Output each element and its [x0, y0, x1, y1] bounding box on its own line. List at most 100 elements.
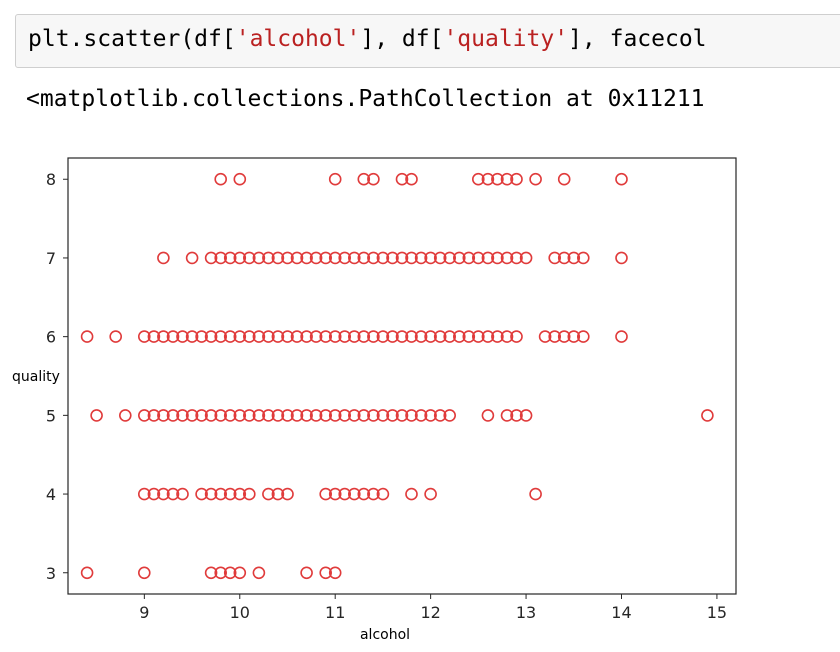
data-point [529, 487, 542, 501]
data-point [538, 330, 552, 343]
y-axis-label: quality [12, 369, 60, 385]
data-point [309, 409, 323, 422]
data-point [405, 409, 418, 422]
data-point [491, 251, 504, 265]
data-point [347, 330, 361, 343]
data-point [271, 409, 285, 422]
data-point [491, 172, 504, 186]
data-point [309, 251, 323, 265]
data-point [376, 409, 390, 422]
data-point [510, 409, 523, 422]
y-tick-label: 3 [46, 564, 56, 583]
cell-output-text: <matplotlib.collections.PathCollection a… [26, 86, 705, 112]
data-point [471, 172, 485, 186]
x-tick-label: 10 [230, 603, 250, 622]
data-point [185, 409, 199, 422]
y-tick-label: 7 [46, 249, 56, 268]
data-point [328, 251, 342, 265]
data-point [395, 251, 409, 265]
data-point [424, 251, 437, 265]
data-point [462, 330, 476, 343]
data-point [367, 172, 380, 186]
data-point [243, 251, 256, 265]
data-point [185, 251, 199, 265]
x-tick-label: 11 [325, 603, 345, 622]
data-point [500, 330, 514, 343]
data-point [367, 487, 380, 501]
data-point [176, 487, 189, 501]
data-point [405, 172, 418, 186]
data-point [548, 251, 562, 265]
data-point [309, 330, 323, 343]
data-point [233, 487, 247, 501]
data-point [443, 251, 457, 265]
data-point [328, 566, 342, 580]
data-point [233, 172, 247, 186]
data-point [119, 409, 132, 422]
data-point [615, 251, 628, 265]
data-point [386, 409, 399, 422]
data-point [347, 251, 361, 265]
data-point [510, 251, 523, 265]
data-point [214, 566, 227, 580]
data-point [138, 566, 151, 580]
data-point [367, 251, 380, 265]
data-point [424, 330, 437, 343]
data-point [500, 409, 514, 422]
data-point [405, 487, 418, 501]
data-point [615, 330, 628, 343]
data-point [195, 487, 208, 501]
data-point [271, 487, 285, 501]
data-point [519, 251, 533, 265]
data-point [138, 409, 151, 422]
data-point [395, 330, 409, 343]
data-point [701, 409, 714, 422]
data-point [147, 487, 161, 501]
data-point [138, 330, 151, 343]
data-point [90, 409, 103, 422]
data-point [204, 330, 218, 343]
data-point [376, 487, 390, 501]
data-point [357, 251, 371, 265]
data-point [338, 409, 352, 422]
data-point [338, 330, 352, 343]
code-line: plt.scatter(df['alcohol'], df['quality']… [28, 26, 707, 52]
data-point [80, 330, 94, 343]
data-point [243, 409, 256, 422]
data-point [300, 566, 313, 580]
x-tick-label: 15 [707, 603, 727, 622]
data-point [204, 487, 218, 501]
data-point [157, 409, 170, 422]
data-point [386, 330, 399, 343]
data-point [462, 251, 476, 265]
data-point [471, 330, 485, 343]
data-point [405, 251, 418, 265]
data-point [414, 409, 428, 422]
y-tick-label: 8 [46, 170, 56, 189]
data-point [376, 330, 390, 343]
data-point [204, 566, 218, 580]
data-point [576, 251, 590, 265]
y-tick-label: 4 [46, 485, 56, 504]
data-point [262, 330, 275, 343]
data-point [166, 409, 180, 422]
data-point [195, 330, 208, 343]
data-point [529, 172, 542, 186]
data-point [147, 330, 161, 343]
data-point [281, 251, 294, 265]
data-point [519, 409, 533, 422]
data-point [252, 409, 266, 422]
data-point [252, 251, 266, 265]
data-point [262, 409, 275, 422]
code-token: plt.scatter(df[ [28, 26, 236, 52]
data-point [223, 251, 237, 265]
data-point [481, 409, 495, 422]
x-axis-ticks: 9 10 11 12 13 14 15 [139, 594, 727, 622]
x-axis-label: alcohol [360, 627, 410, 643]
data-point [405, 330, 418, 343]
data-point [376, 251, 390, 265]
code-cell-input[interactable]: plt.scatter(df['alcohol'], df['quality']… [15, 14, 840, 68]
data-point [233, 409, 247, 422]
data-point [319, 566, 333, 580]
data-point [157, 330, 170, 343]
